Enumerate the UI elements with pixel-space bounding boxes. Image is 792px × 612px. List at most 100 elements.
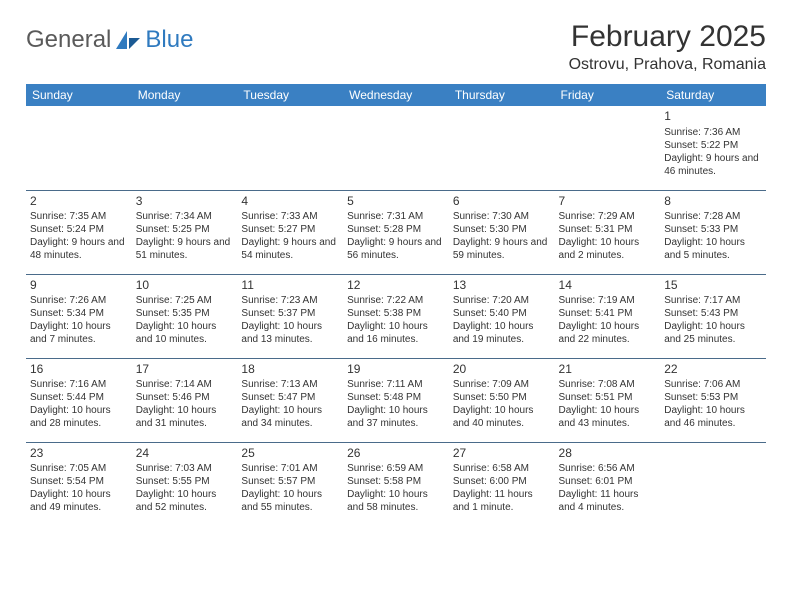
sunrise-text: Sunrise: 7:28 AM (664, 210, 762, 223)
calendar-cell: 15Sunrise: 7:17 AMSunset: 5:43 PMDayligh… (660, 274, 766, 358)
day-number: 13 (453, 278, 551, 294)
calendar-cell: 28Sunrise: 6:56 AMSunset: 6:01 PMDayligh… (555, 442, 661, 526)
daylight-text: Daylight: 10 hours and 7 minutes. (30, 320, 128, 346)
calendar-cell: 20Sunrise: 7:09 AMSunset: 5:50 PMDayligh… (449, 358, 555, 442)
sunset-text: Sunset: 5:31 PM (559, 223, 657, 236)
calendar-cell: 8Sunrise: 7:28 AMSunset: 5:33 PMDaylight… (660, 190, 766, 274)
calendar-cell: 11Sunrise: 7:23 AMSunset: 5:37 PMDayligh… (237, 274, 343, 358)
calendar-week-row: 1Sunrise: 7:36 AMSunset: 5:22 PMDaylight… (26, 106, 766, 190)
sunrise-text: Sunrise: 7:34 AM (136, 210, 234, 223)
daylight-text: Daylight: 10 hours and 55 minutes. (241, 488, 339, 514)
sunset-text: Sunset: 5:41 PM (559, 307, 657, 320)
daylight-text: Daylight: 9 hours and 59 minutes. (453, 236, 551, 262)
sunrise-text: Sunrise: 7:05 AM (30, 462, 128, 475)
sunset-text: Sunset: 5:43 PM (664, 307, 762, 320)
sunrise-text: Sunrise: 7:11 AM (347, 378, 445, 391)
calendar-cell: 6Sunrise: 7:30 AMSunset: 5:30 PMDaylight… (449, 190, 555, 274)
day-number: 26 (347, 446, 445, 462)
sunset-text: Sunset: 6:01 PM (559, 475, 657, 488)
calendar-cell (555, 106, 661, 190)
sunrise-text: Sunrise: 6:58 AM (453, 462, 551, 475)
title-block: February 2025 Ostrovu, Prahova, Romania (569, 20, 766, 74)
day-number: 2 (30, 194, 128, 210)
weekday-thursday: Thursday (449, 84, 555, 106)
sunrise-text: Sunrise: 7:13 AM (241, 378, 339, 391)
sunrise-text: Sunrise: 7:30 AM (453, 210, 551, 223)
calendar-cell (26, 106, 132, 190)
calendar-cell (660, 442, 766, 526)
sunset-text: Sunset: 5:57 PM (241, 475, 339, 488)
daylight-text: Daylight: 10 hours and 19 minutes. (453, 320, 551, 346)
calendar-cell: 7Sunrise: 7:29 AMSunset: 5:31 PMDaylight… (555, 190, 661, 274)
sunset-text: Sunset: 5:44 PM (30, 391, 128, 404)
sunset-text: Sunset: 5:50 PM (453, 391, 551, 404)
day-number: 12 (347, 278, 445, 294)
sunset-text: Sunset: 5:25 PM (136, 223, 234, 236)
sunset-text: Sunset: 5:58 PM (347, 475, 445, 488)
sunrise-text: Sunrise: 7:31 AM (347, 210, 445, 223)
day-number: 10 (136, 278, 234, 294)
calendar-cell: 18Sunrise: 7:13 AMSunset: 5:47 PMDayligh… (237, 358, 343, 442)
sunset-text: Sunset: 5:24 PM (30, 223, 128, 236)
sunrise-text: Sunrise: 7:06 AM (664, 378, 762, 391)
day-number: 1 (664, 109, 762, 125)
month-title: February 2025 (569, 20, 766, 54)
sunrise-text: Sunrise: 7:20 AM (453, 294, 551, 307)
daylight-text: Daylight: 10 hours and 28 minutes. (30, 404, 128, 430)
day-number: 14 (559, 278, 657, 294)
sunset-text: Sunset: 5:28 PM (347, 223, 445, 236)
sunrise-text: Sunrise: 7:26 AM (30, 294, 128, 307)
logo: General Blue (26, 26, 193, 54)
day-number: 28 (559, 446, 657, 462)
daylight-text: Daylight: 10 hours and 49 minutes. (30, 488, 128, 514)
sunset-text: Sunset: 5:37 PM (241, 307, 339, 320)
daylight-text: Daylight: 10 hours and 58 minutes. (347, 488, 445, 514)
sunrise-text: Sunrise: 7:03 AM (136, 462, 234, 475)
header: General Blue February 2025 Ostrovu, Prah… (26, 20, 766, 74)
calendar-cell: 23Sunrise: 7:05 AMSunset: 5:54 PMDayligh… (26, 442, 132, 526)
sunset-text: Sunset: 5:46 PM (136, 391, 234, 404)
sunset-text: Sunset: 5:33 PM (664, 223, 762, 236)
sunrise-text: Sunrise: 7:09 AM (453, 378, 551, 391)
sunrise-text: Sunrise: 7:17 AM (664, 294, 762, 307)
day-number: 22 (664, 362, 762, 378)
day-number: 27 (453, 446, 551, 462)
daylight-text: Daylight: 10 hours and 43 minutes. (559, 404, 657, 430)
sunrise-text: Sunrise: 7:33 AM (241, 210, 339, 223)
sunrise-text: Sunrise: 7:08 AM (559, 378, 657, 391)
daylight-text: Daylight: 10 hours and 25 minutes. (664, 320, 762, 346)
day-number: 7 (559, 194, 657, 210)
calendar-cell: 10Sunrise: 7:25 AMSunset: 5:35 PMDayligh… (132, 274, 238, 358)
calendar-week-row: 9Sunrise: 7:26 AMSunset: 5:34 PMDaylight… (26, 274, 766, 358)
weekday-monday: Monday (132, 84, 238, 106)
day-number: 19 (347, 362, 445, 378)
calendar-cell: 25Sunrise: 7:01 AMSunset: 5:57 PMDayligh… (237, 442, 343, 526)
weekday-saturday: Saturday (660, 84, 766, 106)
calendar-cell: 13Sunrise: 7:20 AMSunset: 5:40 PMDayligh… (449, 274, 555, 358)
day-number: 8 (664, 194, 762, 210)
weekday-tuesday: Tuesday (237, 84, 343, 106)
calendar-cell: 1Sunrise: 7:36 AMSunset: 5:22 PMDaylight… (660, 106, 766, 190)
calendar-cell: 2Sunrise: 7:35 AMSunset: 5:24 PMDaylight… (26, 190, 132, 274)
daylight-text: Daylight: 10 hours and 52 minutes. (136, 488, 234, 514)
calendar-cell (237, 106, 343, 190)
sunset-text: Sunset: 5:47 PM (241, 391, 339, 404)
sunset-text: Sunset: 5:54 PM (30, 475, 128, 488)
day-number: 23 (30, 446, 128, 462)
calendar-cell: 12Sunrise: 7:22 AMSunset: 5:38 PMDayligh… (343, 274, 449, 358)
sunrise-text: Sunrise: 6:59 AM (347, 462, 445, 475)
daylight-text: Daylight: 10 hours and 13 minutes. (241, 320, 339, 346)
calendar-table: Sunday Monday Tuesday Wednesday Thursday… (26, 84, 766, 526)
logo-text-blue: Blue (145, 26, 193, 54)
calendar-cell: 14Sunrise: 7:19 AMSunset: 5:41 PMDayligh… (555, 274, 661, 358)
daylight-text: Daylight: 10 hours and 46 minutes. (664, 404, 762, 430)
daylight-text: Daylight: 10 hours and 10 minutes. (136, 320, 234, 346)
location: Ostrovu, Prahova, Romania (569, 56, 766, 74)
day-number: 21 (559, 362, 657, 378)
daylight-text: Daylight: 11 hours and 1 minute. (453, 488, 551, 514)
daylight-text: Daylight: 10 hours and 22 minutes. (559, 320, 657, 346)
sunset-text: Sunset: 5:51 PM (559, 391, 657, 404)
sunset-text: Sunset: 5:30 PM (453, 223, 551, 236)
calendar-cell: 22Sunrise: 7:06 AMSunset: 5:53 PMDayligh… (660, 358, 766, 442)
calendar-cell: 17Sunrise: 7:14 AMSunset: 5:46 PMDayligh… (132, 358, 238, 442)
